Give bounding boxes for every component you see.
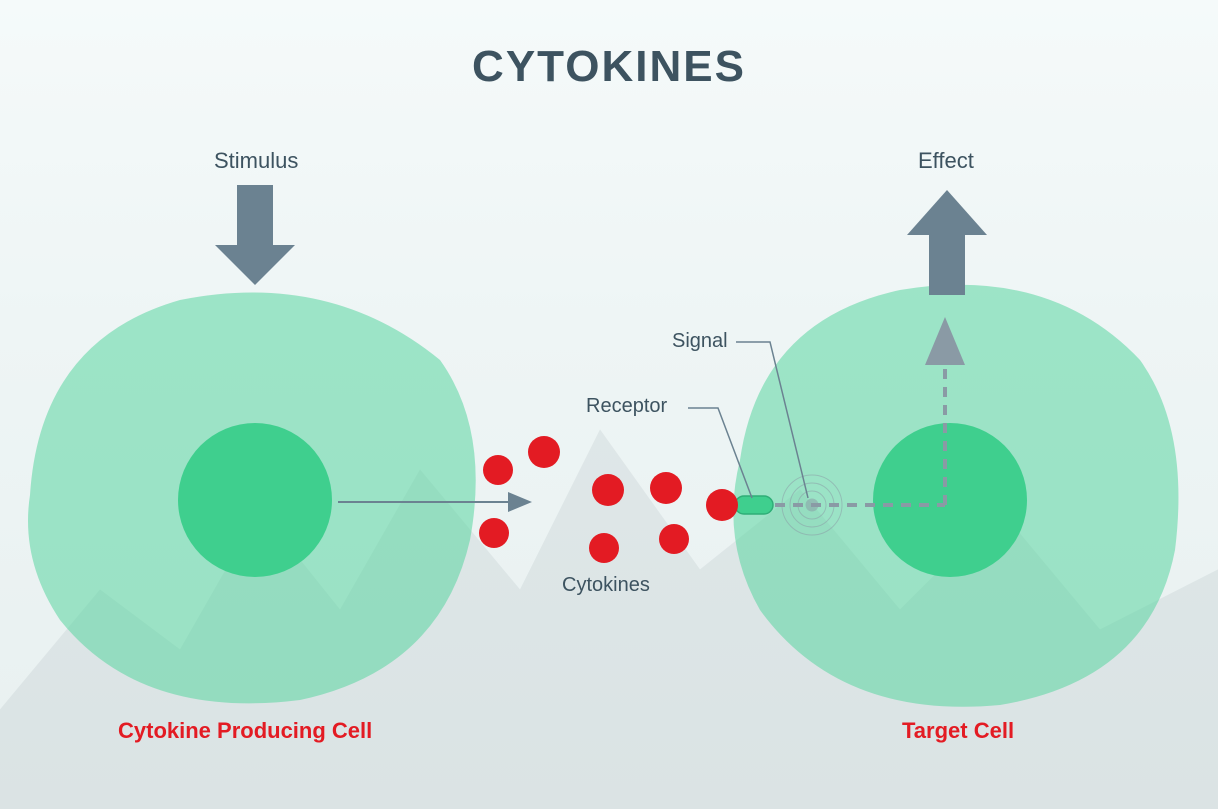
cytokines-label: Cytokines <box>562 574 650 597</box>
target-cell-nucleus <box>873 423 1027 577</box>
effect-arrow <box>907 190 987 295</box>
receptor-shape <box>735 496 773 514</box>
target-cell-label: Target Cell <box>902 718 1014 744</box>
cytokine-dots <box>479 436 738 563</box>
producing-cell-label: Cytokine Producing Cell <box>118 718 372 744</box>
effect-label: Effect <box>918 148 974 174</box>
receptor-label: Receptor <box>586 395 667 418</box>
target-cell <box>733 285 1178 707</box>
stimulus-arrow <box>215 185 295 285</box>
stimulus-label: Stimulus <box>214 148 298 174</box>
producing-cell <box>28 293 476 704</box>
signal-label: Signal <box>672 330 728 353</box>
page-title: CYTOKINES <box>472 42 746 92</box>
producing-cell-nucleus <box>178 423 332 577</box>
